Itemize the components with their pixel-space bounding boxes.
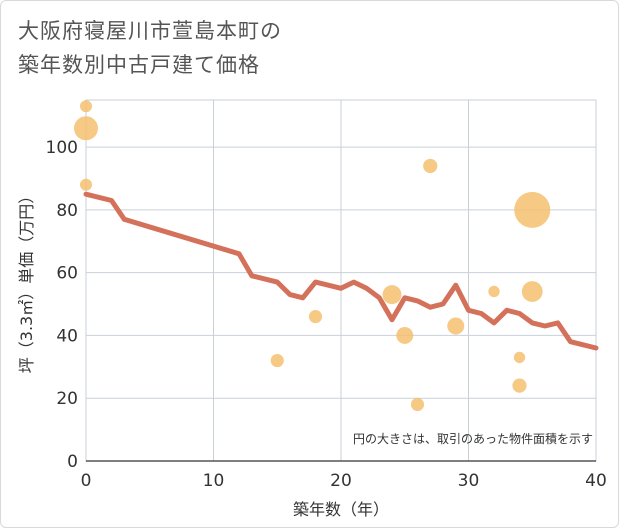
scatter-point [512, 378, 527, 393]
x-tick-label: 30 [458, 471, 480, 491]
chart-title: 大阪府寝屋川市萱島本町の 築年数別中古戸建て価格 [18, 14, 282, 82]
trend-line [83, 191, 599, 351]
scatter-point [423, 158, 438, 174]
x-tick-label: 20 [330, 471, 352, 491]
axis-ticks: 0 10 20 30 40 0 20 40 60 80 100 [46, 138, 607, 491]
chart-title-line-2: 築年数別中古戸建て価格 [18, 53, 260, 77]
trend-line-group [83, 191, 599, 351]
y-tick-label: 20 [56, 389, 78, 409]
scatter-point [447, 317, 465, 335]
scatter-point [514, 191, 551, 228]
scatter-point [74, 116, 98, 141]
y-tick-label: 40 [56, 326, 78, 346]
scatter-point [270, 353, 284, 368]
y-tick-label: 100 [46, 138, 78, 158]
scatter-point [410, 397, 425, 412]
grid-lines [85, 99, 597, 462]
scatter-point [396, 326, 414, 344]
scatter-point [308, 310, 323, 324]
scatter-point [488, 285, 500, 298]
scatter-points [74, 100, 551, 412]
scatter-point [513, 351, 526, 364]
size-note: 円の大きさは、取引のあった物件面積を示す [353, 431, 593, 446]
x-tick-label: 40 [585, 471, 607, 491]
x-tick-label: 10 [203, 471, 225, 491]
scatter-point [80, 178, 92, 191]
x-tick-label: 0 [81, 471, 92, 491]
scatter-point [382, 285, 402, 305]
y-tick-label: 60 [56, 264, 78, 284]
y-axis-label: 坪（3.3㎡）単価（万円） [17, 188, 36, 373]
chart-title-line-1: 大阪府寝屋川市萱島本町の [18, 19, 282, 43]
scatter-point [80, 100, 92, 113]
y-tick-label: 80 [56, 201, 78, 221]
x-axis-label: 築年数（年） [293, 500, 389, 519]
scatter-point [521, 281, 543, 302]
y-tick-label: 0 [67, 452, 78, 472]
